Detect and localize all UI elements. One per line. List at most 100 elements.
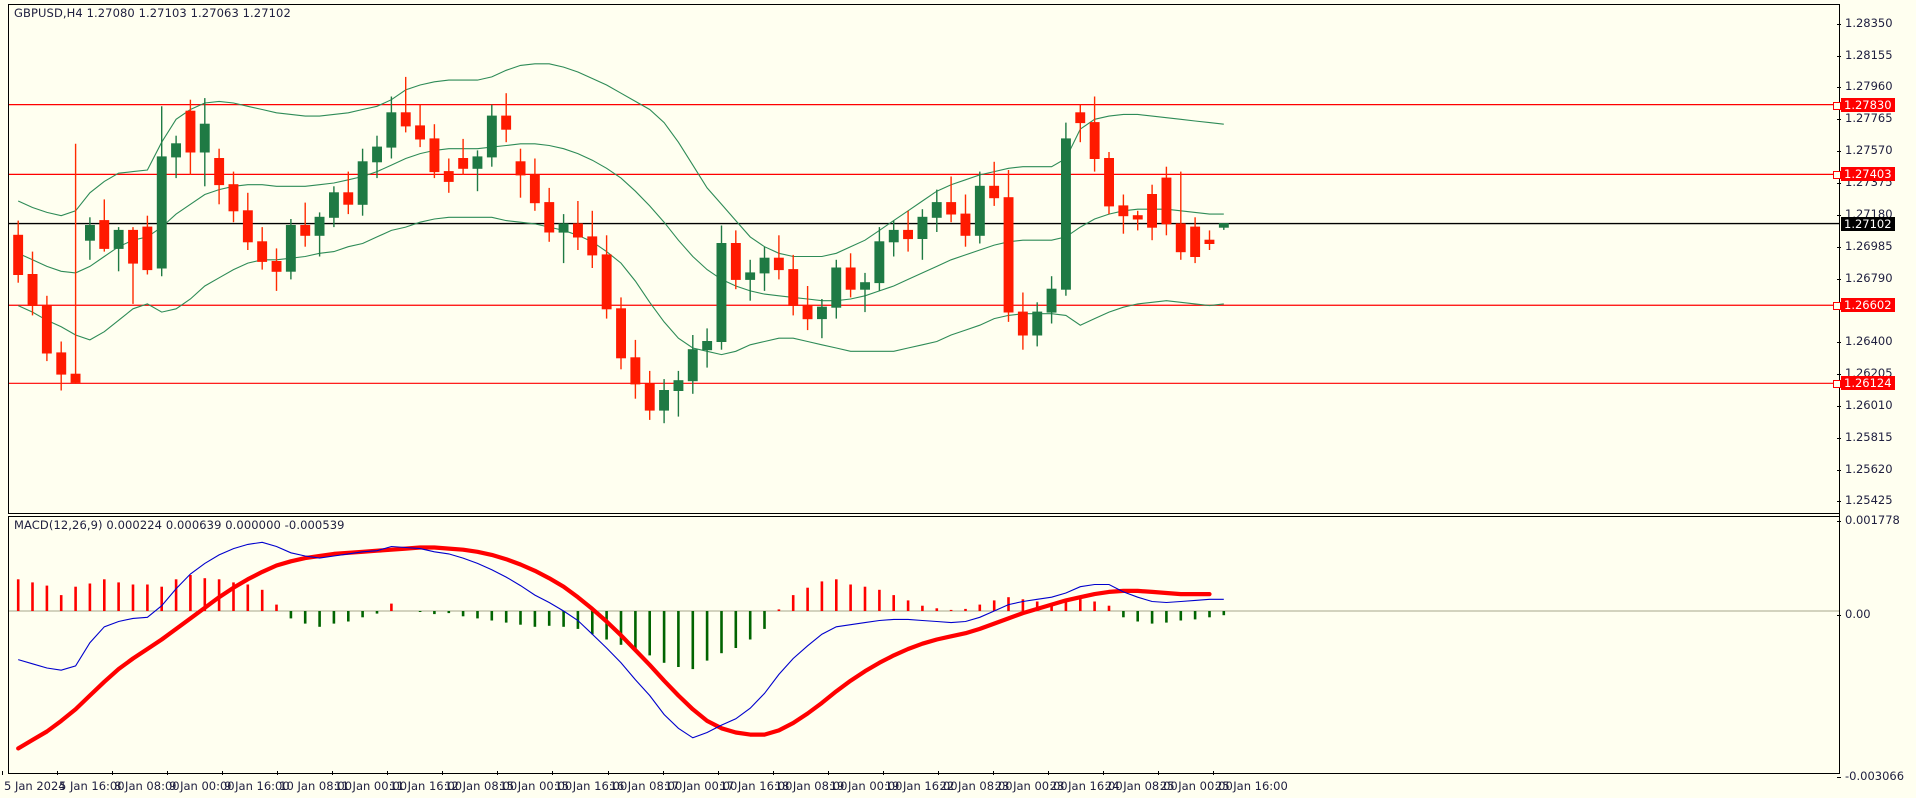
- candle-body: [85, 225, 95, 241]
- candle-body: [573, 223, 583, 238]
- candle-body: [946, 202, 957, 215]
- candle-body: [99, 220, 110, 249]
- tick-dash: [1837, 777, 1841, 778]
- price-axis[interactable]: 1.28350 1.28155 1.27960 1.27765 1.27570 1.273…: [1837, 0, 1916, 514]
- macd-signal-line: [16, 545, 1212, 751]
- price-axis-tick-label: 1.25620: [1845, 461, 1893, 476]
- candle-body: [730, 243, 741, 280]
- candle-body: [1175, 223, 1186, 253]
- macd-chart-canvas[interactable]: [9, 517, 1839, 773]
- macd-axis[interactable]: 0.001778 0.00 -0.003066: [1837, 514, 1916, 798]
- candle-body: [372, 146, 383, 163]
- candle-body: [1204, 239, 1215, 244]
- candle-body: [285, 225, 296, 272]
- tick-dash: [1837, 501, 1841, 503]
- candle-body: [142, 226, 153, 271]
- tick-dash: [1837, 214, 1841, 216]
- candle-body: [974, 185, 985, 236]
- price-axis-tick-label: 1.27960: [1845, 79, 1893, 94]
- price-chart-canvas[interactable]: [9, 5, 1839, 513]
- time-axis-label: 5 Jan 16:00: [59, 779, 125, 793]
- tick-dash: [1837, 119, 1841, 121]
- time-axis-label: 25 Jan 00:00: [1159, 779, 1233, 793]
- price-axis-tick-label: 1.25815: [1845, 429, 1893, 444]
- time-axis-label: 22 Jan 08:00: [939, 779, 1013, 793]
- time-axis-label: 24 Jan 08:00: [1104, 779, 1178, 793]
- candle-body: [1104, 158, 1114, 207]
- price-chart-pane[interactable]: [8, 4, 1840, 514]
- candle-body: [156, 156, 167, 269]
- tick-dash: [1837, 278, 1841, 280]
- candle-body: [515, 161, 526, 176]
- price-level-handle[interactable]: [1833, 101, 1841, 110]
- price-axis-tick-label: 1.26790: [1845, 270, 1893, 285]
- candle-body: [242, 210, 253, 243]
- candle-body: [228, 184, 239, 212]
- tick-dash: [1837, 521, 1841, 522]
- price-level-handle[interactable]: [1833, 171, 1841, 180]
- price-axis-tick-label: 1.28155: [1845, 47, 1893, 62]
- bollinger-upper: [17, 63, 1224, 258]
- time-axis-label: 12 Jan 08:00: [444, 779, 518, 793]
- candle-body: [960, 213, 971, 236]
- candle-body: [558, 223, 569, 233]
- price-level-badge[interactable]: 1.26124: [1841, 376, 1895, 391]
- time-axis-label: 16 Jan 08:00: [609, 779, 683, 793]
- time-axis-tick: [827, 771, 829, 775]
- candle-body: [1218, 223, 1229, 228]
- candle-body: [1161, 177, 1172, 225]
- candle-body: [831, 267, 842, 308]
- candle-body: [501, 115, 512, 130]
- time-axis-tick: [717, 771, 719, 775]
- current-price-badge[interactable]: 1.27102: [1841, 216, 1895, 231]
- candle-body: [630, 357, 641, 385]
- axis-divider: [1839, 4, 1840, 774]
- time-axis-tick: [1102, 771, 1104, 775]
- candle-body: [1003, 197, 1014, 313]
- price-level-handle[interactable]: [1833, 380, 1841, 389]
- candle-body: [199, 123, 210, 153]
- tick-dash: [1837, 23, 1841, 25]
- price-axis-tick-label: 1.26400: [1845, 334, 1893, 349]
- candle-body: [171, 143, 182, 158]
- tick-dash: [1837, 374, 1841, 376]
- time-axis-label: 19 Jan 16:00: [884, 779, 958, 793]
- price-axis-tick-label: 1.27570: [1845, 143, 1893, 158]
- time-axis-tick: [112, 771, 114, 775]
- candle-body: [874, 241, 885, 284]
- time-axis-label: 25 Jan 16:00: [1215, 779, 1288, 793]
- candle-body: [773, 257, 784, 271]
- candle-body: [601, 254, 612, 310]
- candle-body: [271, 261, 282, 272]
- price-level-badge[interactable]: 1.27830: [1841, 97, 1895, 112]
- price-axis-tick-label: 1.28350: [1845, 15, 1893, 30]
- candle-body: [788, 269, 799, 307]
- price-axis-tick-label: 1.26010: [1845, 397, 1893, 412]
- price-level-handle[interactable]: [1833, 302, 1841, 311]
- candle-body: [429, 138, 440, 173]
- time-axis-tick: [387, 771, 389, 775]
- candle-body: [214, 158, 225, 186]
- time-axis-tick: [607, 771, 609, 775]
- time-axis-tick: [882, 771, 884, 775]
- candle-body: [802, 305, 813, 320]
- macd-axis-tick-label: 0.00: [1845, 606, 1871, 621]
- price-axis-tick-label: 1.27765: [1845, 111, 1893, 126]
- candle-body: [185, 110, 196, 153]
- time-axis-label: 23 Jan 00:00: [994, 779, 1068, 793]
- price-level-badge[interactable]: 1.27403: [1841, 167, 1895, 182]
- macd-chart-pane[interactable]: [8, 516, 1840, 774]
- candle-body: [257, 241, 268, 262]
- candle-body: [357, 161, 368, 205]
- price-axis-tick-label: 1.27375: [1845, 174, 1893, 189]
- candle-body: [13, 234, 24, 276]
- candle-body: [27, 274, 38, 306]
- time-axis-tick: [992, 771, 994, 775]
- candle-body: [716, 243, 727, 342]
- time-axis[interactable]: 5 Jan 2024 5 Jan 16:00 8 Jan 08:00 9 Jan 00…: [0, 771, 1916, 798]
- candle-body: [300, 225, 311, 236]
- price-axis-tick-label: 1.26985: [1845, 238, 1893, 253]
- price-level-badge[interactable]: 1.26602: [1841, 298, 1895, 313]
- time-axis-label: 9 Jan 16:00: [224, 779, 290, 793]
- tick-dash: [1837, 342, 1841, 344]
